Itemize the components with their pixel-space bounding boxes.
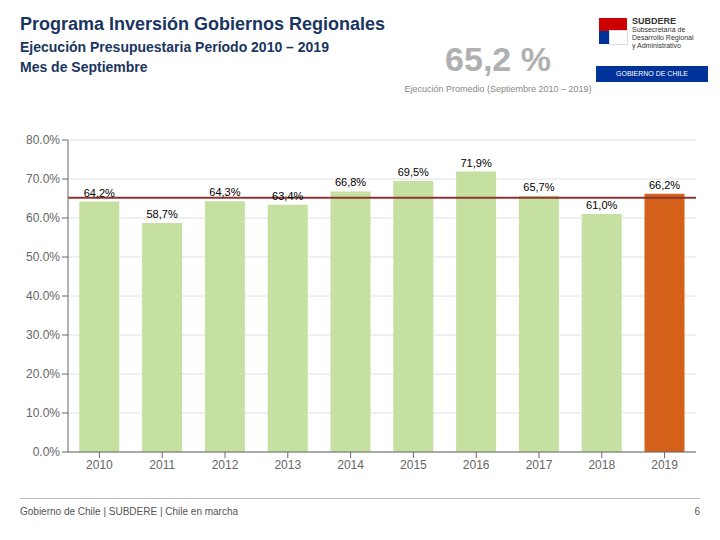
html-text:65,2 %: 65,2 % [445,40,551,78]
svg-text:63,4%: 63,4% [272,190,303,202]
svg-text:2019: 2019 [651,458,678,472]
svg-text:2017: 2017 [526,458,553,472]
svg-text:71,9%: 71,9% [461,157,492,169]
svg-text:40.0%: 40.0% [26,289,60,303]
svg-text:60.0%: 60.0% [26,211,60,225]
svg-text:64,2%: 64,2% [84,187,115,199]
svg-text:66,2%: 66,2% [649,179,680,191]
html-text:6: 6 [694,506,700,517]
svg-text:10.0%: 10.0% [26,406,60,420]
svg-text:58,7%: 58,7% [147,208,178,220]
html-text:y Administrativo: y Administrativo [632,42,681,50]
svg-text:50.0%: 50.0% [26,250,60,264]
html-text:Programa Inversión Gobiernos R: Programa Inversión Gobiernos Regionales [20,14,386,34]
html-text:Ejecución Presupuestaria Perío: Ejecución Presupuestaria Período 2010 – … [20,39,329,55]
svg-text:30.0%: 30.0% [26,328,60,342]
svg-text:65,7%: 65,7% [523,181,554,193]
html-text:Gobierno de Chile | SUBDERE |: Gobierno de Chile | SUBDERE | Chile en m… [20,506,239,517]
svg-text:80.0%: 80.0% [26,133,60,147]
svg-text:2016: 2016 [463,458,490,472]
svg-text:70.0%: 70.0% [26,172,60,186]
html-text:SUBDERE: SUBDERE [632,16,676,26]
svg-text:20.0%: 20.0% [26,367,60,381]
svg-text:64,3%: 64,3% [209,186,240,198]
svg-text:2011: 2011 [149,458,175,472]
svg-text:61,0%: 61,0% [586,199,617,211]
html-text:Ejecución Promedio (Septiembre: Ejecución Promedio (Septiembre 2010 – 20… [404,84,592,94]
svg-text:66,8%: 66,8% [335,176,366,188]
svg-text:0.0%: 0.0% [33,445,61,459]
svg-text:2012: 2012 [212,458,239,472]
html-text:GOBIERNO DE CHILE: GOBIERNO DE CHILE [616,70,688,77]
svg-text:2010: 2010 [86,458,113,472]
svg-text:2018: 2018 [588,458,615,472]
svg-text:2015: 2015 [400,458,427,472]
svg-text:2013: 2013 [274,458,301,472]
html-text:Subsecretaría de: Subsecretaría de [632,26,686,34]
html-text:Mes de Septiembre: Mes de Septiembre [20,59,148,75]
svg-text:69,5%: 69,5% [398,166,429,178]
svg-text:2014: 2014 [337,458,364,472]
html-text:Desarrollo Regional: Desarrollo Regional [632,34,694,42]
